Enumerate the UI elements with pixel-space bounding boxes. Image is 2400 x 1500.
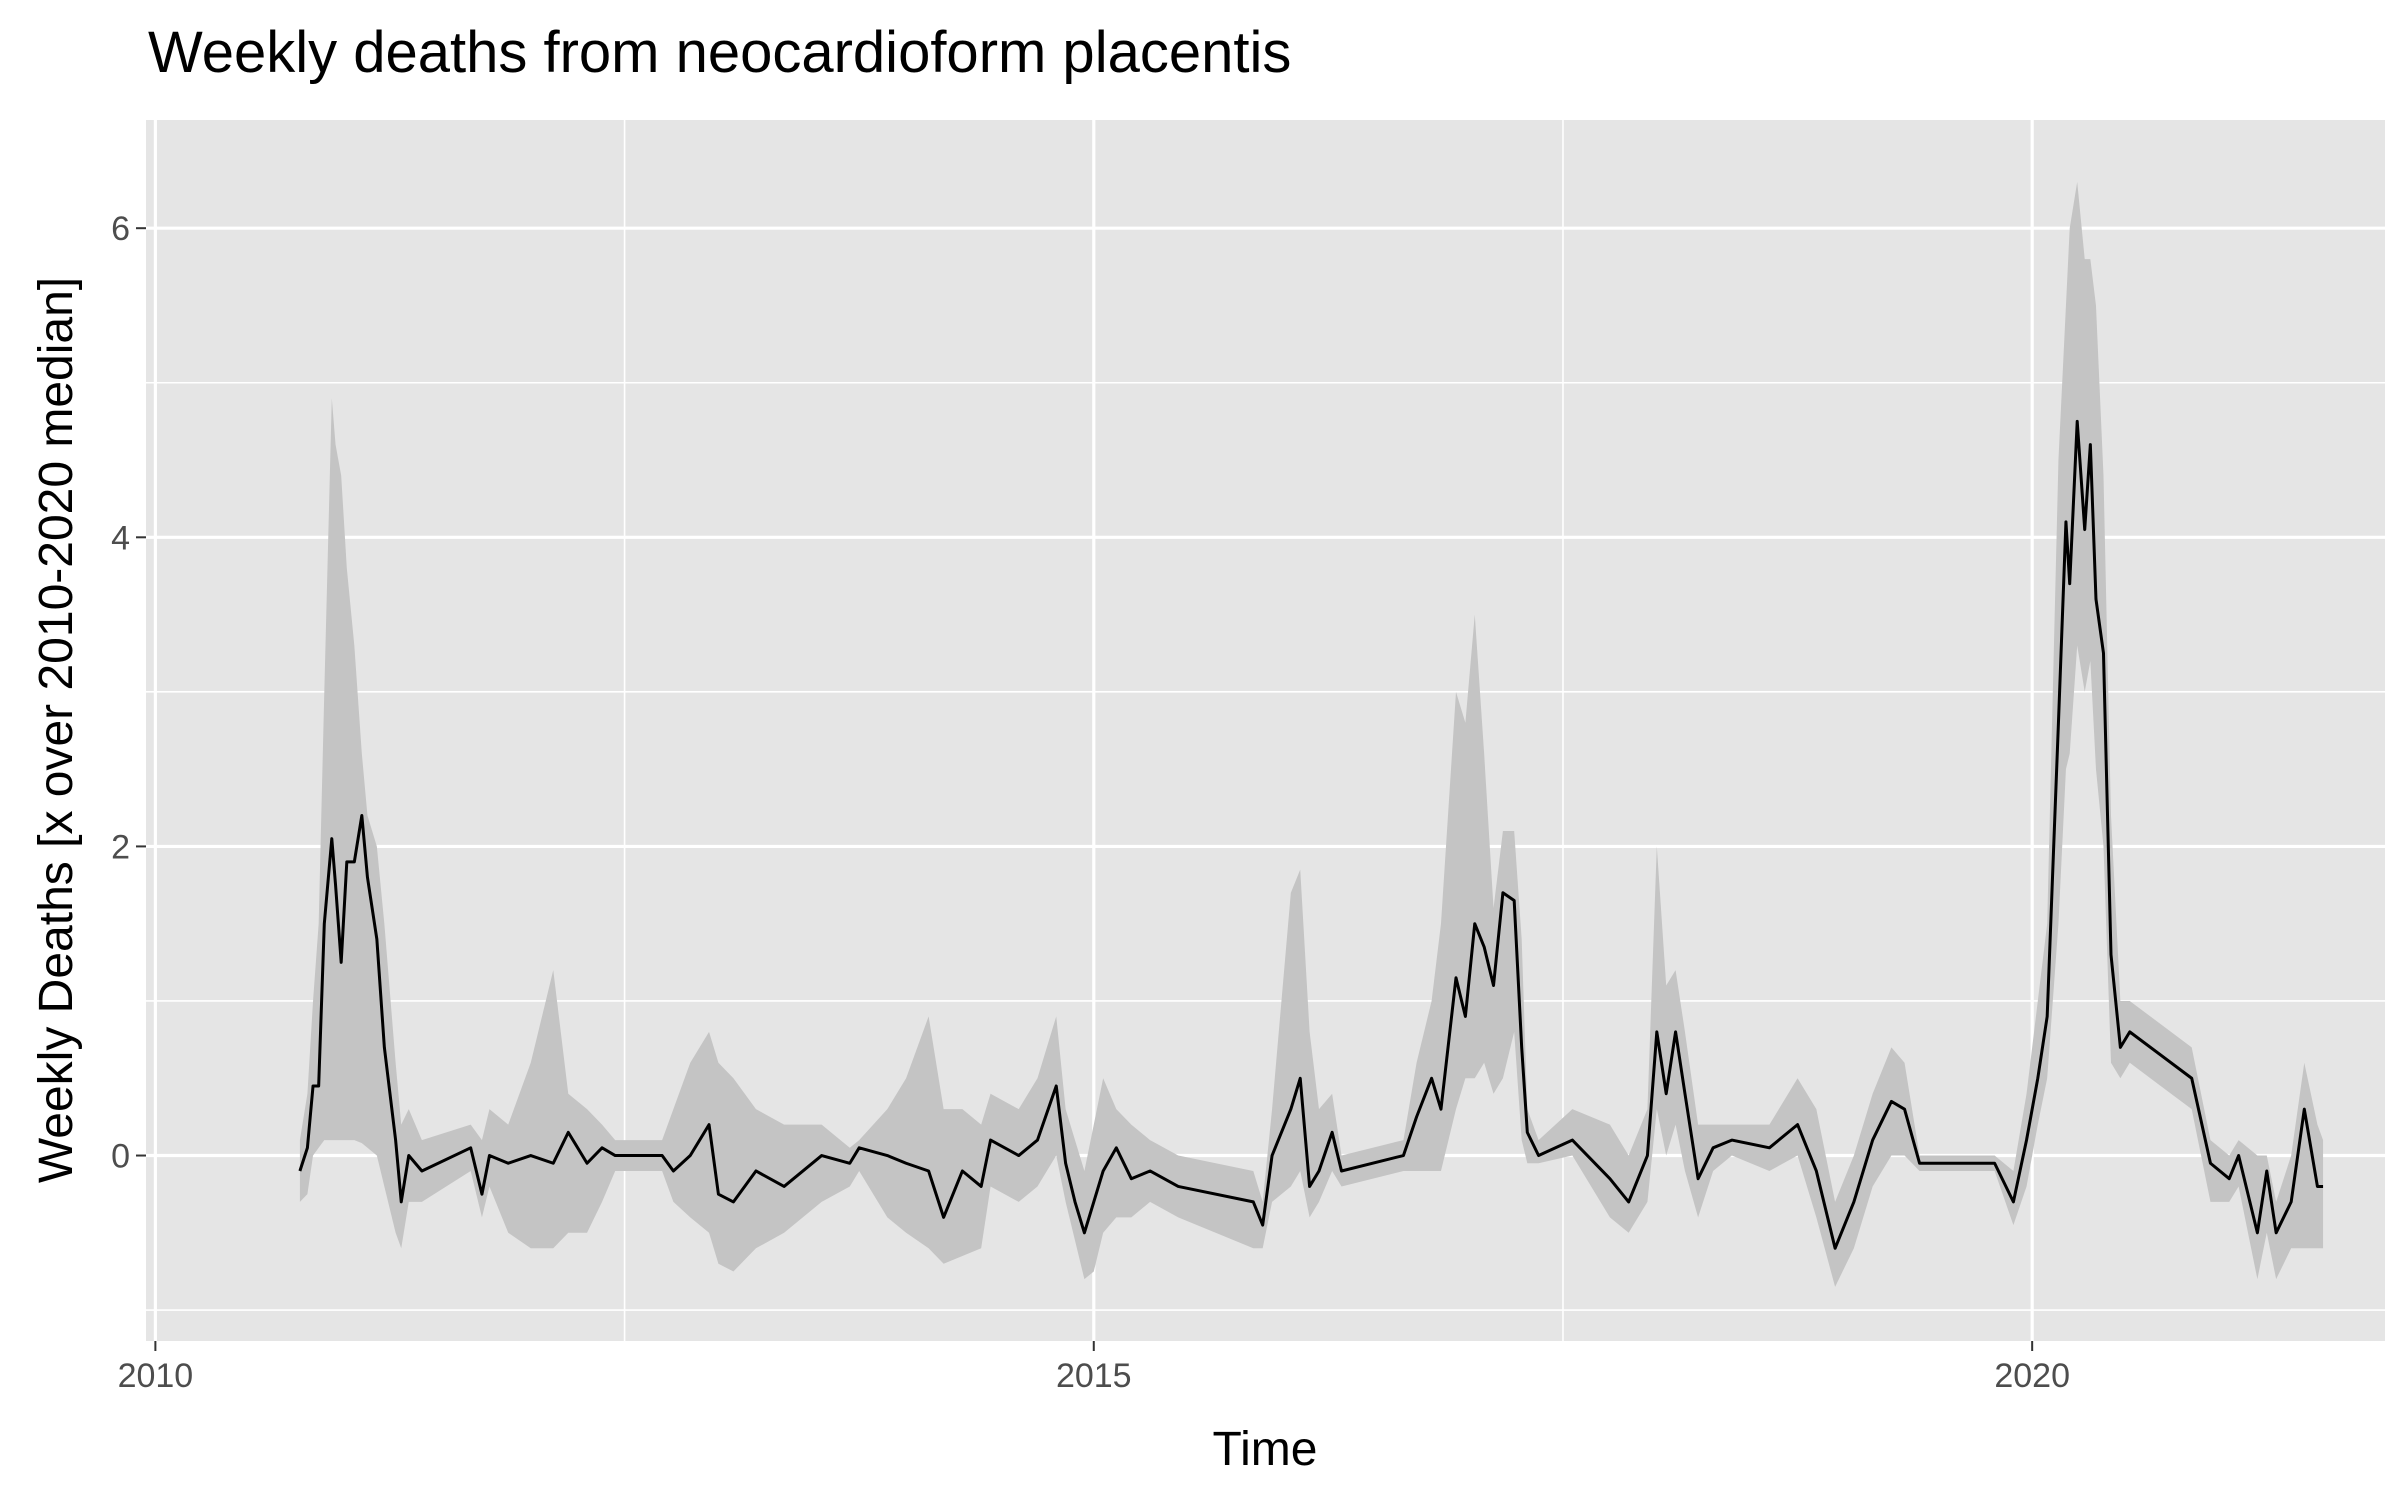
x-tick-label: 2020	[1994, 1357, 2070, 1395]
line	[298, 419, 2324, 1250]
x-tick-label: 2010	[118, 1357, 194, 1395]
confidence-band	[299, 181, 2324, 1287]
x-axis-title: Time	[1213, 1423, 1318, 1476]
chart-title: Weekly deaths from neocardioform placent…	[148, 20, 1291, 85]
y-tick-label: 4	[111, 519, 130, 557]
y-tick-label: 6	[111, 210, 130, 248]
y-tick-label: 2	[111, 828, 130, 866]
x-tick-label: 2015	[1056, 1357, 1132, 1395]
y-axis-title: Weekly Deaths [x over 2010-2020 median]	[30, 277, 83, 1183]
y-tick-label: 0	[111, 1138, 130, 1176]
